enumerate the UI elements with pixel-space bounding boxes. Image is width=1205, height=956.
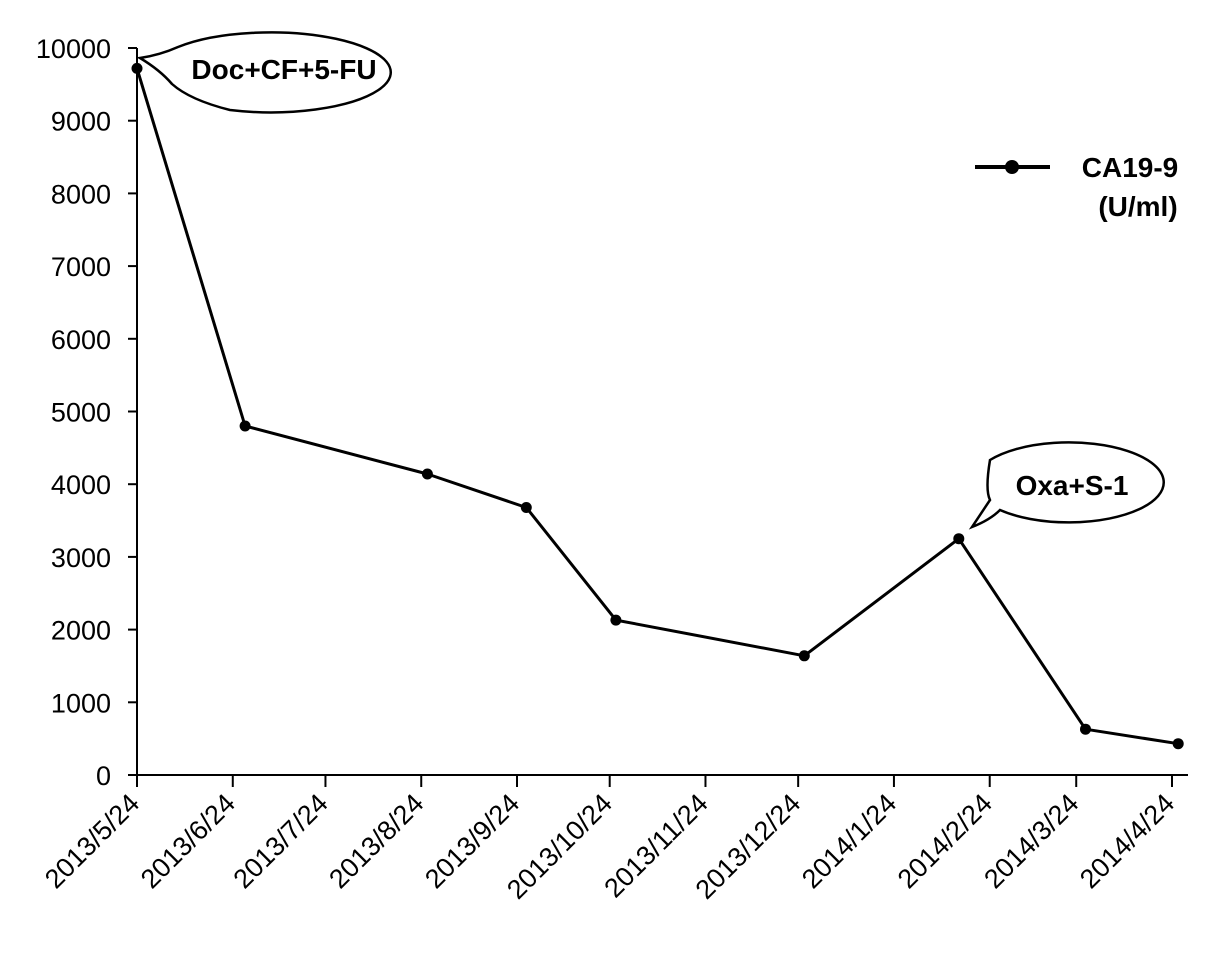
y-tick-label: 5000 [51,398,111,428]
y-tick-label: 3000 [51,543,111,573]
y-tick-label: 6000 [51,325,111,355]
y-tick-label: 10000 [36,34,111,64]
data-point [421,468,433,480]
series-line [135,67,1179,746]
y-tick-label: 7000 [51,252,111,282]
annotation-label: Oxa+S-1 [1016,470,1129,501]
x-tick-label: 2014/3/24 [978,788,1084,894]
callout-bubble [968,441,1165,530]
y-tick-label: 1000 [51,688,111,718]
x-axis: 2013/5/242013/6/242013/7/242013/8/242013… [39,774,1188,905]
legend: CA19-9 (U/ml) [975,152,1178,222]
annotation-callout-oxa: Oxa+S-1 [968,441,1165,530]
data-point [239,420,251,432]
callout-bubble [136,31,392,114]
y-tick-label: 9000 [51,107,111,137]
x-tick-label: 2013/8/24 [323,788,429,894]
legend-label-line2: (U/ml) [1098,191,1177,222]
y-tick-label: 4000 [51,470,111,500]
y-axis: 0 1000 2000 3000 4000 5000 6000 7000 8000 9000 100… [36,34,138,791]
x-tick-label: 2014/1/24 [796,788,902,894]
legend-marker [1005,160,1019,174]
data-point [1080,723,1091,735]
data-point [798,650,810,662]
y-tick-label: 2000 [51,616,111,646]
y-tick-label: 8000 [51,179,111,209]
annotation-callout-doc: Doc+CF+5-FU [136,31,392,114]
data-point [131,62,143,74]
x-tick-label: 2013/7/24 [228,788,334,894]
data-point [953,533,965,545]
x-tick-label: 2013/5/24 [39,788,145,894]
x-tick-label: 2014/2/24 [892,788,998,894]
data-point [520,502,532,513]
x-tick-label: 2014/4/24 [1074,788,1180,894]
annotation-label: Doc+CF+5-FU [191,54,376,85]
y-tick-label: 0 [96,761,111,791]
data-point [1172,738,1184,750]
series-layer [131,62,1184,750]
data-point [610,614,622,626]
x-tick-label: 2013/6/24 [135,788,241,894]
legend-label-line1: CA19-9 [1082,152,1178,183]
